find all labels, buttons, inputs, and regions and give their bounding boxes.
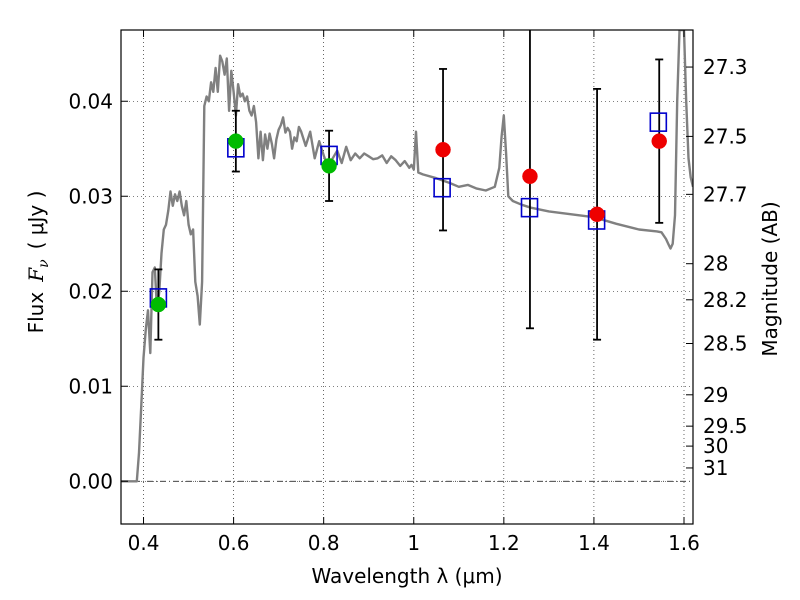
y-axis-title-unit: ( μJy ) <box>24 191 48 250</box>
x-tick-label: 1.2 <box>488 531 520 555</box>
y-axis-title-subscript: ν <box>36 259 52 268</box>
model-square-marker <box>433 177 451 198</box>
data-markers <box>149 112 668 313</box>
nir-flux-point <box>651 133 667 149</box>
right-tick-label: 28.5 <box>703 332 748 356</box>
right-tick-label: 29.5 <box>703 414 748 438</box>
y-tick-label: 0.04 <box>68 89 113 113</box>
right-tick-label: 30 <box>703 434 728 458</box>
y-tick-label: 0.01 <box>68 374 113 398</box>
y-axis-title-symbol: F <box>24 267 48 283</box>
nir-flux-point <box>435 141 451 158</box>
y-tick-label: 0.02 <box>68 279 113 303</box>
right-tick-label: 27.7 <box>703 182 748 206</box>
plot-frame <box>120 29 694 525</box>
y-axis-ticks: 0.00 0.01 0.02 0.03 0.04 <box>68 89 128 493</box>
right-tick-label: 28 <box>703 252 728 276</box>
optical-flux-point <box>321 158 337 174</box>
nir-flux-point <box>522 168 538 185</box>
x-tick-label: 1.4 <box>578 531 610 555</box>
x-tick-label: 1 <box>407 531 420 555</box>
x-tick-label: 0.8 <box>308 531 340 555</box>
x-axis-title: Wavelength λ (μm) <box>311 564 502 588</box>
nir-flux-point <box>589 206 605 223</box>
model-square-marker <box>649 112 668 132</box>
y-tick-label: 0.03 <box>68 184 113 208</box>
x-tick-label: 0.6 <box>218 531 250 555</box>
y-axis-title-prefix: Flux <box>24 292 48 334</box>
right-tick-label: 27.3 <box>703 55 748 79</box>
y-axis-title-right: Magnitude (AB) <box>758 201 782 356</box>
optical-flux-point <box>150 296 167 313</box>
y-axis-title-left: Flux Fν ( μJy ) <box>24 191 52 334</box>
right-tick-label: 29 <box>703 383 728 407</box>
model-square-marker <box>520 197 539 218</box>
template-sed-line <box>121 30 693 483</box>
x-tick-label: 1.6 <box>668 531 700 555</box>
right-tick-label: 27.5 <box>703 124 748 148</box>
right-tick-label: 28.2 <box>703 288 748 312</box>
x-tick-label: 0.4 <box>128 531 160 555</box>
right-tick-label: 31 <box>703 456 728 480</box>
optical-flux-point <box>228 133 244 149</box>
x-axis-ticks: 0.4 0.6 0.8 1 1.2 1.4 1.6 <box>128 30 700 555</box>
y-tick-label: 0.00 <box>68 469 113 493</box>
